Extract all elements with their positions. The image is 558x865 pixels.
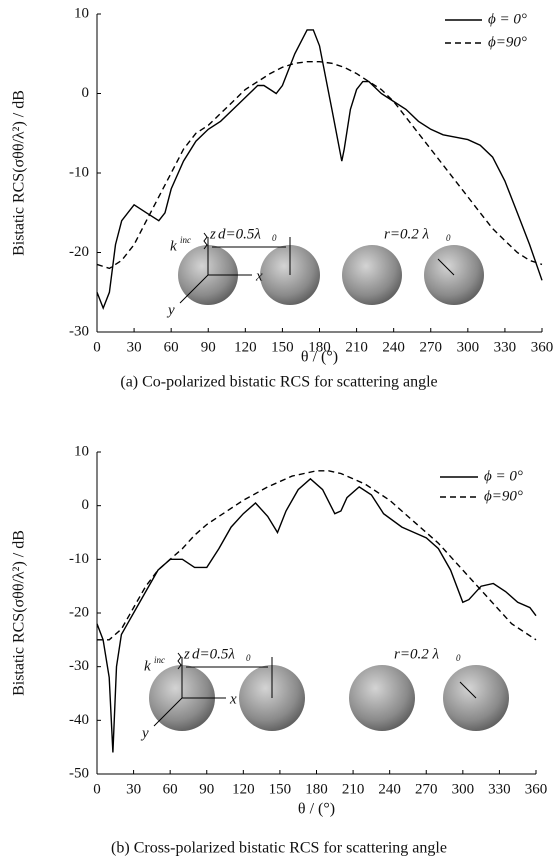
y-tick-label: -40 — [69, 712, 89, 728]
annotation: x — [255, 268, 263, 284]
x-tick-label: 90 — [201, 339, 216, 355]
y-tick-label: -30 — [69, 323, 89, 339]
x-tick-label: 150 — [269, 781, 292, 797]
incident-wave — [177, 652, 182, 670]
data-line — [96, 61, 543, 270]
x-axis-label: θ / (°) — [301, 349, 338, 366]
data-line — [97, 470, 537, 641]
y-tick-label: -30 — [69, 658, 89, 674]
y-tick-label: -20 — [69, 604, 89, 620]
y-tick-label: -10 — [69, 551, 89, 567]
x-tick-label: 240 — [382, 339, 405, 355]
x-axis-label: θ / (°) — [298, 801, 335, 818]
y-axis-label: Bistatic RCS(σθθ/λ²) / dB — [11, 530, 28, 696]
x-tick-label: 180 — [305, 781, 328, 797]
x-tick-label: 60 — [163, 781, 178, 797]
x-tick-label: 330 — [494, 339, 517, 355]
x-tick-label: 300 — [457, 339, 480, 355]
x-tick-label: 120 — [234, 339, 257, 355]
y-axis-label: Bistatic RCS(σθθ/λ²) / dB — [11, 90, 28, 256]
annotation: d=0.5λ — [218, 226, 261, 242]
x-tick-label: 30 — [127, 339, 142, 355]
y-tick-label: 10 — [74, 5, 89, 21]
y-tick-label: -50 — [69, 765, 89, 781]
annotation: r=0.2 λ — [394, 646, 439, 662]
radius-arrow — [437, 258, 455, 276]
annotation: x — [229, 691, 237, 707]
x-tick-label: 210 — [345, 339, 368, 355]
x-tick-label: 0 — [93, 781, 101, 797]
x-tick-label: 360 — [525, 781, 548, 797]
x-tick-label: 240 — [378, 781, 401, 797]
y-tick-label: -20 — [69, 244, 89, 260]
x-tick-label: 360 — [531, 339, 554, 355]
x-tick-label: 30 — [126, 781, 141, 797]
legend-label: ϕ = 0° — [488, 11, 527, 27]
x-tick-label: 120 — [232, 781, 255, 797]
annotation: inc — [154, 655, 165, 665]
legend-label: ϕ=90° — [488, 34, 527, 50]
sphere — [349, 665, 415, 731]
x-tick-label: 180 — [308, 339, 331, 355]
annotation: 0 — [246, 653, 251, 663]
sphere — [342, 245, 402, 305]
annotation: d=0.5λ — [192, 646, 235, 662]
y-tick-label: 0 — [82, 497, 90, 513]
x-tick-label: 270 — [415, 781, 438, 797]
data-line — [96, 477, 537, 753]
x-tick-label: 300 — [452, 781, 475, 797]
caption: (b) Cross-polarized bistatic RCS for sca… — [111, 840, 447, 857]
incident-wave — [203, 232, 208, 250]
x-tick-label: 60 — [164, 339, 179, 355]
annotation: r=0.2 λ — [384, 226, 429, 242]
x-tick-label: 210 — [342, 781, 365, 797]
y-tick-label: 10 — [74, 443, 89, 459]
annotation: k — [144, 658, 151, 674]
legend-label: ϕ=90° — [484, 488, 523, 504]
x-tick-label: 90 — [199, 781, 214, 797]
x-tick-label: 0 — [93, 339, 101, 355]
annotation: 0 — [456, 653, 461, 663]
caption: (a) Co-polarized bistatic RCS for scatte… — [120, 374, 437, 391]
x-tick-label: 270 — [420, 339, 443, 355]
annotation: inc — [180, 235, 191, 245]
radius-arrow — [459, 681, 477, 699]
x-tick-label: 150 — [271, 339, 294, 355]
y-tick-label: -10 — [69, 164, 89, 180]
annotation: y — [140, 725, 149, 741]
legend-label: ϕ = 0° — [484, 468, 523, 484]
annotation: 0 — [446, 233, 451, 243]
annotation: z — [209, 226, 216, 242]
axis-arrow — [179, 274, 209, 304]
annotation: y — [166, 302, 175, 318]
data-line — [96, 29, 543, 311]
annotation: 0 — [272, 233, 277, 243]
annotation: k — [170, 238, 177, 254]
annotation: z — [183, 646, 190, 662]
y-tick-label: 0 — [82, 85, 90, 101]
axis-arrow — [153, 697, 183, 727]
x-tick-label: 330 — [488, 781, 511, 797]
